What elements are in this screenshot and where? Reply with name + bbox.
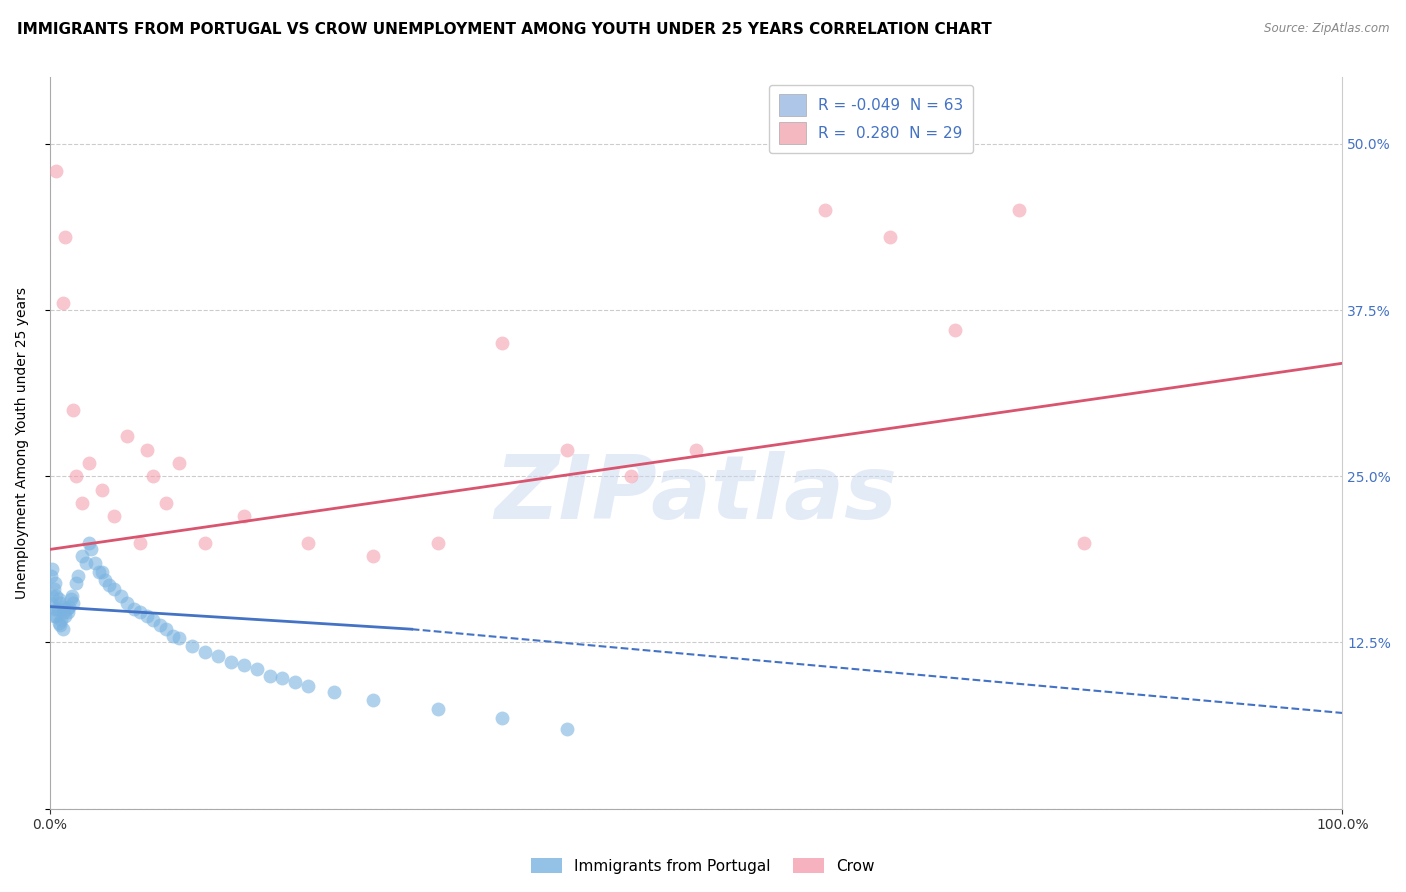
Point: [51, 613, 73, 627]
Point: [142, 469, 165, 483]
Point: [77, 535, 100, 549]
Point: [879, 230, 901, 244]
Point: [361, 549, 384, 563]
Point: [155, 622, 177, 636]
Point: [49, 596, 72, 610]
Point: [46, 602, 69, 616]
Point: [67, 569, 90, 583]
Point: [84, 556, 107, 570]
Point: [103, 582, 125, 597]
Point: [555, 442, 578, 457]
Point: [65, 575, 87, 590]
Point: [685, 442, 707, 457]
Point: [41, 562, 63, 576]
Legend: Immigrants from Portugal, Crow: Immigrants from Portugal, Crow: [526, 852, 880, 880]
Point: [297, 535, 319, 549]
Legend: R = -0.049  N = 63, R =  0.280  N = 29: R = -0.049 N = 63, R = 0.280 N = 29: [769, 85, 973, 153]
Point: [62, 596, 84, 610]
Point: [246, 662, 269, 676]
Point: [53, 230, 76, 244]
Point: [167, 456, 190, 470]
Point: [232, 509, 254, 524]
Point: [94, 573, 117, 587]
Point: [117, 596, 139, 610]
Point: [135, 608, 157, 623]
Point: [426, 702, 449, 716]
Point: [284, 675, 307, 690]
Point: [162, 629, 184, 643]
Point: [60, 589, 83, 603]
Point: [122, 602, 145, 616]
Point: [117, 429, 139, 443]
Point: [90, 565, 112, 579]
Point: [48, 591, 70, 606]
Point: [70, 496, 93, 510]
Point: [110, 589, 132, 603]
Point: [39, 569, 62, 583]
Point: [814, 203, 837, 218]
Point: [149, 618, 172, 632]
Text: IMMIGRANTS FROM PORTUGAL VS CROW UNEMPLOYMENT AMONG YOUTH UNDER 25 YEARS CORRELA: IMMIGRANTS FROM PORTUGAL VS CROW UNEMPLO…: [17, 22, 991, 37]
Point: [167, 632, 190, 646]
Point: [65, 469, 87, 483]
Point: [45, 589, 67, 603]
Point: [53, 608, 76, 623]
Point: [297, 679, 319, 693]
Point: [207, 648, 229, 663]
Point: [44, 575, 66, 590]
Point: [361, 692, 384, 706]
Point: [491, 336, 513, 351]
Point: [155, 496, 177, 510]
Point: [45, 163, 67, 178]
Point: [271, 672, 294, 686]
Point: [194, 535, 217, 549]
Point: [142, 613, 165, 627]
Point: [39, 596, 62, 610]
Point: [98, 578, 121, 592]
Point: [48, 615, 70, 630]
Point: [58, 599, 80, 614]
Point: [135, 442, 157, 457]
Point: [77, 456, 100, 470]
Text: ZIPatlas: ZIPatlas: [495, 450, 897, 538]
Point: [555, 722, 578, 736]
Point: [55, 602, 77, 616]
Point: [70, 549, 93, 563]
Point: [44, 602, 66, 616]
Y-axis label: Unemployment Among Youth under 25 years: Unemployment Among Youth under 25 years: [15, 287, 30, 599]
Point: [129, 605, 152, 619]
Point: [52, 599, 75, 614]
Point: [42, 582, 65, 597]
Point: [129, 535, 152, 549]
Point: [56, 605, 79, 619]
Point: [42, 608, 65, 623]
Text: Source: ZipAtlas.com: Source: ZipAtlas.com: [1264, 22, 1389, 36]
Point: [80, 542, 103, 557]
Point: [181, 640, 204, 654]
Point: [49, 618, 72, 632]
Point: [323, 684, 346, 698]
Point: [219, 656, 242, 670]
Point: [52, 296, 75, 310]
Point: [41, 589, 63, 603]
Point: [45, 608, 67, 623]
Point: [491, 711, 513, 725]
Point: [259, 669, 281, 683]
Point: [75, 556, 97, 570]
Point: [620, 469, 643, 483]
Point: [52, 622, 75, 636]
Point: [194, 645, 217, 659]
Point: [87, 565, 110, 579]
Point: [62, 402, 84, 417]
Point: [943, 323, 966, 337]
Point: [59, 591, 82, 606]
Point: [103, 509, 125, 524]
Point: [232, 658, 254, 673]
Point: [53, 605, 76, 619]
Point: [1073, 535, 1095, 549]
Point: [90, 483, 112, 497]
Point: [1008, 203, 1031, 218]
Point: [426, 535, 449, 549]
